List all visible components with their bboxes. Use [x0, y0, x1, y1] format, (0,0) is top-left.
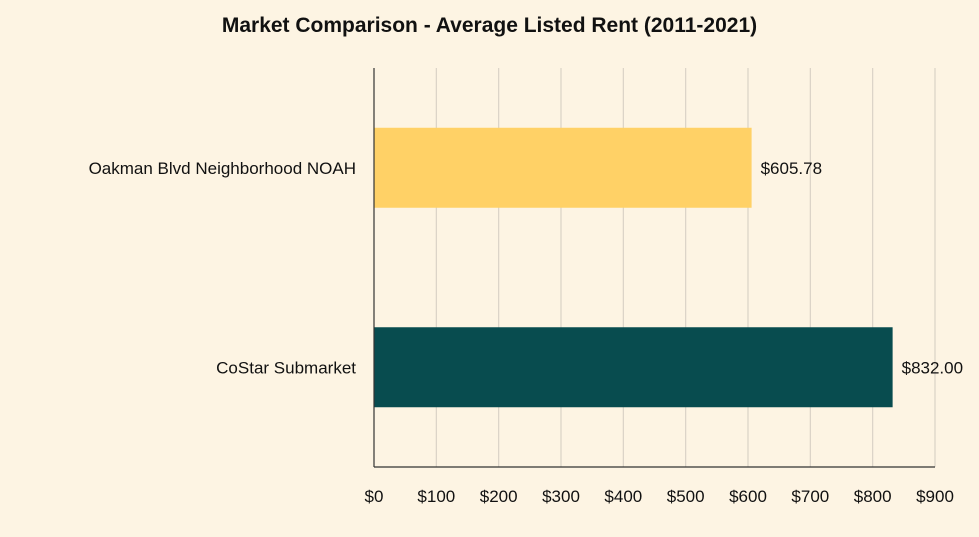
bar [374, 127, 752, 208]
category-label: CoStar Submarket [216, 358, 356, 377]
x-tick-label: $100 [417, 487, 455, 506]
x-tick-label: $200 [480, 487, 518, 506]
category-label: Oakman Blvd Neighborhood NOAH [89, 159, 356, 178]
data-label: $832.00 [902, 358, 963, 377]
x-tick-label: $600 [729, 487, 767, 506]
x-tick-label: $800 [854, 487, 892, 506]
chart-title: Market Comparison - Average Listed Rent … [221, 14, 758, 37]
x-tick-label: $400 [604, 487, 642, 506]
labels: $0 $100 $200 $300 $400 $500 $600 $700 $800 $900 $6… [89, 159, 963, 506]
x-tick-label: $300 [542, 487, 580, 506]
data-label: $605.78 [761, 159, 822, 178]
x-tick-label: $900 [916, 487, 954, 506]
bars [374, 127, 893, 408]
x-tick-label: $500 [667, 487, 705, 506]
x-tick-label: $700 [791, 487, 829, 506]
bar [374, 327, 893, 408]
axes [373, 68, 935, 468]
x-tick-label: $0 [365, 487, 384, 506]
